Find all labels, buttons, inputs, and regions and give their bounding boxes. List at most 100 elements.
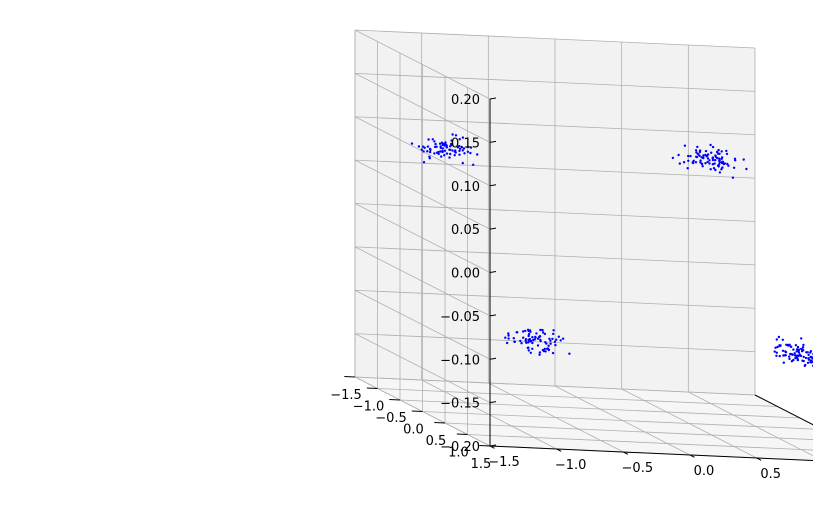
data-point bbox=[469, 146, 473, 149]
data-point bbox=[683, 144, 687, 147]
data-point bbox=[706, 160, 709, 164]
data-point bbox=[795, 348, 799, 351]
data-point bbox=[723, 162, 726, 165]
data-point bbox=[789, 352, 792, 356]
data-point bbox=[561, 337, 565, 340]
z-tick-label: −0.10 bbox=[440, 353, 480, 368]
data-point bbox=[476, 153, 479, 156]
data-point bbox=[437, 152, 440, 156]
data-point bbox=[522, 330, 525, 333]
data-point bbox=[775, 351, 778, 354]
data-point bbox=[439, 150, 442, 153]
data-point bbox=[524, 329, 527, 333]
data-point bbox=[547, 344, 550, 347]
data-point bbox=[458, 153, 461, 156]
data-point bbox=[545, 347, 549, 350]
data-point bbox=[443, 149, 447, 152]
data-point bbox=[721, 166, 724, 169]
data-point bbox=[568, 352, 571, 355]
data-point bbox=[781, 338, 784, 341]
data-point bbox=[708, 159, 711, 162]
gridline-z bbox=[354, 159, 756, 230]
data-point bbox=[687, 154, 690, 158]
data-point bbox=[782, 361, 785, 364]
data-point bbox=[793, 354, 797, 357]
y-axis-line bbox=[754, 394, 813, 426]
data-point bbox=[709, 168, 712, 171]
data-point bbox=[710, 151, 713, 154]
data-point bbox=[714, 168, 717, 172]
x-tick-label: 1.5 bbox=[471, 457, 492, 472]
data-point bbox=[776, 345, 779, 349]
x-tick-label: 0.0 bbox=[403, 423, 424, 438]
data-point bbox=[699, 161, 702, 164]
data-point bbox=[466, 145, 469, 149]
data-point bbox=[788, 357, 791, 361]
data-point bbox=[427, 138, 430, 141]
axis-lines bbox=[344, 97, 813, 462]
data-point bbox=[552, 332, 555, 336]
x-tick-label: 1.0 bbox=[448, 446, 469, 461]
data-point bbox=[533, 338, 536, 341]
data-point bbox=[784, 350, 787, 353]
data-point bbox=[460, 146, 464, 149]
data-point bbox=[706, 157, 710, 160]
data-point bbox=[443, 154, 446, 157]
gridline-z bbox=[354, 72, 756, 143]
data-point bbox=[531, 341, 534, 345]
data-point bbox=[694, 149, 698, 152]
data-point bbox=[507, 334, 510, 337]
data-point bbox=[458, 147, 462, 150]
data-point bbox=[433, 140, 436, 143]
data-point bbox=[714, 158, 717, 162]
data-point bbox=[524, 338, 528, 341]
data-point bbox=[456, 146, 460, 149]
data-point bbox=[507, 337, 510, 340]
x-tick-label: 0.5 bbox=[426, 434, 447, 449]
data-point bbox=[527, 349, 530, 352]
data-point bbox=[441, 147, 444, 150]
data-point bbox=[548, 337, 551, 340]
data-point bbox=[426, 150, 429, 153]
data-point bbox=[527, 334, 530, 338]
data-point bbox=[702, 154, 705, 157]
data-point bbox=[441, 150, 444, 154]
data-point bbox=[708, 162, 711, 165]
data-point bbox=[718, 171, 722, 174]
data-point bbox=[555, 338, 558, 341]
gridline-z bbox=[354, 246, 756, 317]
data-point bbox=[790, 360, 794, 363]
z-tick-label: 0.20 bbox=[451, 93, 480, 108]
data-point bbox=[451, 133, 454, 136]
data-point bbox=[718, 159, 721, 162]
data-point bbox=[720, 150, 723, 153]
data-point bbox=[544, 341, 547, 344]
data-point bbox=[549, 342, 552, 345]
data-point bbox=[461, 161, 464, 165]
data-point bbox=[777, 335, 781, 339]
data-point bbox=[461, 136, 465, 139]
data-point bbox=[691, 161, 694, 164]
data-point bbox=[717, 148, 720, 152]
data-point bbox=[793, 352, 796, 355]
data-point bbox=[549, 339, 552, 342]
data-point bbox=[417, 145, 421, 148]
data-point bbox=[714, 154, 717, 157]
data-point bbox=[527, 346, 530, 349]
data-point bbox=[745, 167, 748, 171]
data-point bbox=[702, 156, 705, 160]
y-tick-mark bbox=[489, 445, 495, 449]
data-point bbox=[804, 356, 808, 360]
data-point bbox=[458, 138, 461, 141]
data-point bbox=[541, 331, 545, 334]
z-tick-label: 0.00 bbox=[451, 267, 480, 282]
data-point bbox=[806, 361, 810, 364]
data-point bbox=[504, 336, 507, 339]
data-point bbox=[559, 339, 562, 342]
data-point bbox=[431, 138, 434, 141]
data-point bbox=[799, 354, 803, 358]
data-point bbox=[522, 336, 525, 339]
data-point bbox=[778, 344, 781, 348]
data-point bbox=[552, 329, 555, 332]
